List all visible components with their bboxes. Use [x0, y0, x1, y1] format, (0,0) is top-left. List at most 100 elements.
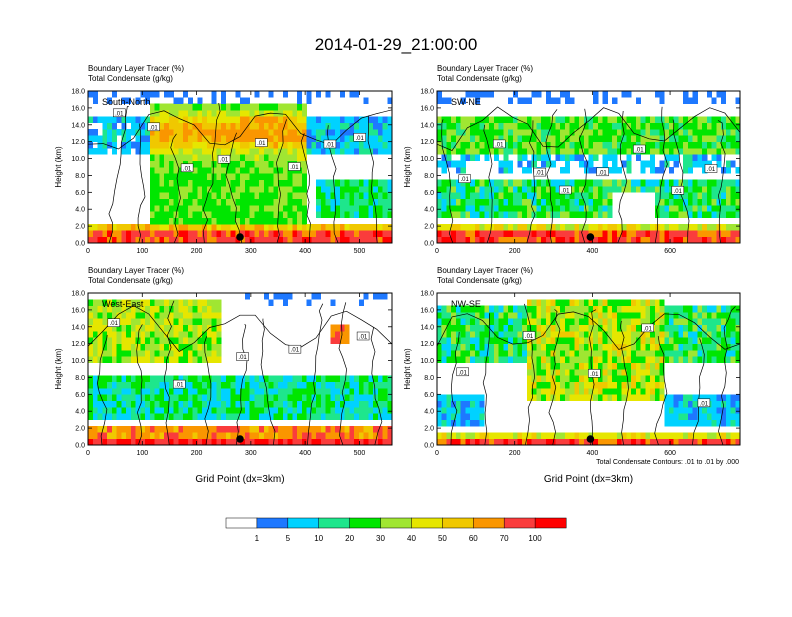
tracer-cell	[149, 154, 155, 162]
tracer-cell	[654, 337, 660, 345]
tracer-cell	[377, 224, 383, 231]
contour-label-box	[323, 139, 337, 149]
y-tick-label: 4.0	[424, 409, 434, 416]
tracer-cell	[583, 394, 589, 402]
tracer-cell	[583, 230, 589, 238]
tracer-cell	[206, 110, 212, 117]
tracer-cell	[344, 192, 350, 200]
tracer-cell	[287, 293, 293, 300]
tracer-cell	[484, 179, 490, 187]
tracer-cell	[192, 305, 198, 313]
tracer-cell	[268, 116, 274, 124]
tracer-cell	[278, 186, 284, 193]
tracer-cell	[517, 148, 523, 155]
tracer-cell	[301, 148, 307, 155]
tracer-cell	[706, 116, 712, 124]
tracer-cell	[470, 179, 476, 187]
tracer-cell	[607, 318, 613, 326]
tracer-cell	[159, 179, 165, 187]
tracer-cell	[451, 356, 457, 364]
y-tick-label: 14.0	[71, 122, 85, 129]
tracer-cell	[631, 388, 637, 395]
contour-line	[619, 320, 629, 446]
tracer-cell	[659, 160, 665, 168]
tracer-cell	[569, 97, 575, 105]
tracer-cell	[536, 394, 542, 402]
tracer-cell	[183, 192, 189, 200]
tracer-cell	[446, 192, 452, 200]
tracer-cell	[187, 381, 193, 389]
tracer-cell	[192, 116, 198, 124]
tracer-cell	[221, 236, 227, 244]
tracer-cell	[474, 337, 481, 345]
tracer-cell	[377, 141, 383, 149]
panel-subtitle-condensate: Total Condensate (g/kg)	[88, 74, 173, 83]
tracer-cell	[149, 432, 155, 440]
tracer-cell	[555, 312, 561, 319]
tracer-cell	[335, 148, 341, 155]
tracer-cell	[593, 305, 599, 313]
tracer-cell	[273, 426, 279, 433]
tracer-cell	[235, 129, 241, 136]
tracer-cell	[711, 400, 717, 408]
tracer-cell	[697, 312, 703, 319]
tracer-cell	[498, 350, 504, 357]
tracer-cell	[489, 179, 495, 187]
tracer-cell	[692, 305, 698, 313]
tracer-cell	[687, 356, 694, 364]
tracer-cell	[612, 224, 618, 231]
tracer-cell	[140, 116, 146, 124]
tracer-cell	[273, 160, 279, 168]
tracer-cell	[460, 129, 466, 136]
tracer-cell	[187, 154, 193, 162]
tracer-cell	[730, 324, 736, 332]
tracer-cell	[522, 224, 528, 231]
tracer-cell	[659, 179, 665, 187]
tracer-cell	[325, 198, 331, 206]
tracer-cell	[446, 129, 452, 136]
tracer-cell	[597, 236, 604, 244]
tracer-cell	[446, 179, 452, 187]
tracer-cell	[668, 154, 675, 162]
tracer-cell	[287, 230, 293, 238]
tracer-cell	[221, 388, 227, 395]
tracer-cell	[479, 91, 485, 98]
tracer-cell	[244, 438, 250, 446]
tracer-cell	[111, 324, 117, 332]
tracer-cell	[140, 135, 146, 143]
tracer-cell	[479, 129, 485, 136]
tracer-cell	[197, 388, 203, 395]
tracer-cell	[493, 122, 499, 130]
tracer-cell	[503, 179, 509, 187]
tracer-cell	[164, 141, 170, 149]
tracer-cell	[183, 381, 189, 389]
tracer-cell	[441, 331, 447, 338]
tracer-cell	[168, 205, 174, 212]
tracer-cell	[202, 116, 208, 124]
tracer-cell	[111, 129, 117, 136]
tracer-cell	[240, 381, 246, 389]
tracer-cell	[654, 186, 660, 193]
tracer-cell	[178, 413, 184, 421]
tracer-cell	[673, 122, 679, 130]
tracer-cell	[297, 394, 303, 402]
tracer-cell	[560, 318, 566, 326]
tracer-cell	[716, 179, 722, 187]
tracer-cell	[706, 432, 712, 440]
tracer-cell	[292, 116, 298, 124]
tracer-cell	[287, 394, 293, 402]
tracer-cell	[354, 432, 360, 440]
tracer-cell	[349, 388, 355, 395]
tracer-cell	[522, 192, 528, 200]
tracer-cell	[92, 324, 98, 332]
tracer-cell	[301, 129, 307, 136]
tracer-cell	[197, 432, 203, 440]
tracer-cell	[730, 230, 736, 238]
tracer-cell	[339, 381, 345, 389]
tracer-cell	[154, 356, 160, 364]
tracer-cell	[583, 186, 589, 193]
tracer-cell	[721, 324, 727, 332]
tracer-cell	[178, 324, 184, 332]
tracer-cell	[460, 318, 466, 326]
tracer-cell	[164, 135, 170, 143]
